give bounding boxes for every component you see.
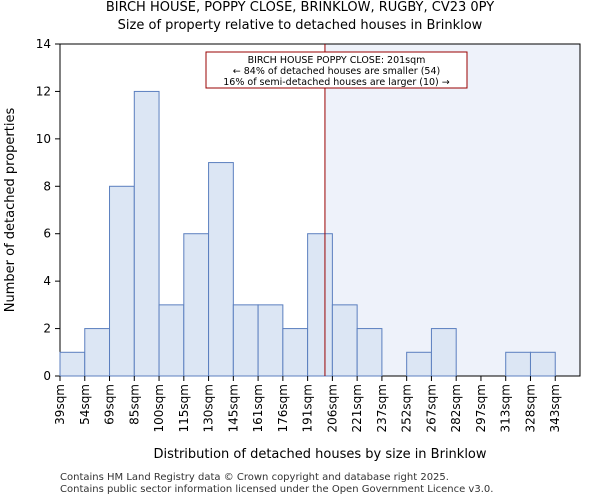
annotation-box <box>205 51 468 89</box>
y-tick-label: 2 <box>43 322 51 336</box>
chart-subtitle: Size of property relative to detached ho… <box>117 18 483 33</box>
x-tick-label: 297sqm <box>474 384 488 432</box>
bar-39sqm <box>59 351 86 377</box>
y-tick-label: 0 <box>43 369 51 383</box>
x-tick-label: 176sqm <box>276 384 290 432</box>
x-tick-label: 85sqm <box>127 384 141 425</box>
larger-region-shade <box>324 44 580 376</box>
bar-328sqm <box>529 351 556 377</box>
x-tick-label: 206sqm <box>325 384 339 432</box>
x-tick-label: 267sqm <box>424 384 438 432</box>
x-tick-label: 161sqm <box>251 384 265 432</box>
x-tick-label: 100sqm <box>152 384 166 432</box>
bar-221sqm <box>356 328 383 377</box>
footer-copyright: Contains HM Land Registry data © Crown c… <box>60 472 449 483</box>
y-tick-label: 4 <box>43 274 51 288</box>
x-tick-label: 328sqm <box>523 384 537 432</box>
footer-licence: Contains public sector information licen… <box>60 484 494 495</box>
y-tick-label: 6 <box>43 227 51 241</box>
bar-115sqm <box>183 233 210 377</box>
y-tick-label: 12 <box>36 84 51 98</box>
bar-145sqm <box>232 304 259 377</box>
bar-313sqm <box>505 351 531 377</box>
bar-206sqm <box>331 304 358 377</box>
bar-267sqm <box>430 328 457 377</box>
y-tick-label: 14 <box>36 37 51 51</box>
annotation-line-1: BIRCH HOUSE POPPY CLOSE: 201sqm <box>248 55 426 66</box>
x-tick-label: 145sqm <box>226 384 240 432</box>
chart-title: BIRCH HOUSE, POPPY CLOSE, BRINKLOW, RUGB… <box>105 0 495 15</box>
bar-85sqm <box>133 90 160 377</box>
x-axis-label: Distribution of detached houses by size … <box>153 447 486 462</box>
x-tick-label: 115sqm <box>177 384 191 432</box>
x-tick-label: 282sqm <box>449 384 463 432</box>
x-tick-label: 191sqm <box>301 384 315 432</box>
bar-161sqm <box>257 304 284 377</box>
bar-252sqm <box>406 351 432 377</box>
annotation-line-2: ← 84% of detached houses are smaller (54… <box>233 66 440 77</box>
x-tick-label: 237sqm <box>375 384 389 432</box>
bar-130sqm <box>208 162 234 377</box>
x-tick-label: 54sqm <box>78 384 92 425</box>
bar-176sqm <box>282 328 309 377</box>
x-tick-label: 69sqm <box>103 384 117 425</box>
annotation-line-3: 16% of semi-detached houses are larger (… <box>223 77 450 88</box>
y-tick-label: 10 <box>36 132 51 146</box>
y-axis-label: Number of detached properties <box>3 108 18 313</box>
y-tick-label: 8 <box>43 179 51 193</box>
bar-100sqm <box>158 304 185 377</box>
x-tick-label: 343sqm <box>548 384 562 432</box>
x-tick-label: 313sqm <box>499 384 513 432</box>
bar-54sqm <box>84 328 111 377</box>
x-tick-label: 39sqm <box>53 384 67 425</box>
x-tick-label: 221sqm <box>350 384 364 432</box>
x-tick-label: 252sqm <box>400 384 414 432</box>
bar-191sqm <box>307 233 333 377</box>
x-tick-label: 130sqm <box>202 384 216 432</box>
bar-69sqm <box>109 185 135 377</box>
